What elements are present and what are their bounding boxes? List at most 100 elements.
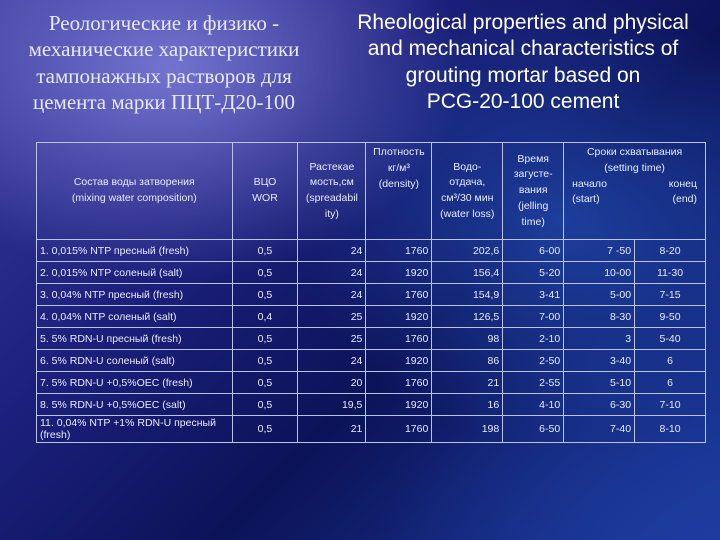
- cell-setting-end: 7-10: [634, 393, 706, 416]
- cell-spreadability: 21: [297, 415, 367, 443]
- cell-jelling-time: 6-00: [502, 239, 565, 262]
- cell-setting-end: 9-50: [634, 305, 706, 328]
- cell-wor: 0,5: [231, 327, 299, 350]
- cell-wor: 0,5: [231, 239, 299, 262]
- cell-water-loss: 16: [431, 393, 504, 416]
- cell-composition: 2. 0,015% NTP соленый (salt): [36, 261, 233, 284]
- cell-wor: 0,5: [231, 371, 299, 394]
- cell-composition: 8. 5% RDN-U +0,5%OEC (salt): [36, 393, 233, 416]
- cell-density: 1760: [365, 239, 433, 262]
- header-setting-time: Сроки схватывания (setting time) начало …: [563, 142, 706, 240]
- cell-jelling-time: 6-50: [502, 415, 565, 443]
- header-density: Плотность кг/м³ (density): [365, 142, 433, 240]
- header-jelling-time: Время загусте- вания (jelling time): [502, 142, 565, 240]
- title-english: Rheological properties and physical and …: [338, 10, 708, 115]
- table-row: 2. 0,015% NTP соленый (salt) 0,5 24 1920 156…: [36, 261, 706, 284]
- cell-setting-start: 5-00: [563, 283, 636, 306]
- cell-composition: 6. 5% RDN-U соленый (salt): [36, 349, 233, 372]
- cell-density: 1920: [365, 393, 433, 416]
- cell-jelling-time: 2-50: [502, 349, 565, 372]
- cell-setting-start: 10-00: [563, 261, 636, 284]
- table-row: 4. 0,04% NTP соленый (salt) 0,4 25 1920 126,…: [36, 305, 706, 328]
- cell-density: 1920: [365, 349, 433, 372]
- cell-density: 1760: [365, 415, 433, 443]
- cell-setting-start: 7 -50: [563, 239, 636, 262]
- properties-table: Состав воды затворения (mixing water com…: [36, 142, 706, 443]
- cell-spreadability: 25: [297, 327, 367, 350]
- cell-jelling-time: 2-55: [502, 371, 565, 394]
- title-ru-line: цемента марки ПЦТ-Д20-100: [32, 89, 296, 114]
- cell-setting-end: 11-30: [634, 261, 706, 284]
- table-row: 8. 5% RDN-U +0,5%OEC (salt) 0,5 19,5 1920 16…: [36, 393, 706, 416]
- cell-jelling-time: 3-41: [502, 283, 565, 306]
- cell-water-loss: 21: [431, 371, 504, 394]
- cell-density: 1760: [365, 283, 433, 306]
- cell-setting-start: 8-30: [563, 305, 636, 328]
- cell-spreadability: 24: [297, 283, 367, 306]
- cell-composition: 4. 0,04% NTP соленый (salt): [36, 305, 233, 328]
- title-en-line: and mechanical characteristics of: [367, 37, 679, 61]
- title-russian: Реологические и физико - механические ха…: [4, 10, 324, 115]
- title-en-line: PCG-20-100 cement: [426, 89, 620, 113]
- cell-spreadability: 24: [297, 239, 367, 262]
- header-setting-end: конец: [668, 177, 697, 190]
- title-en-line: grouting mortar based on: [405, 63, 641, 87]
- cell-water-loss: 98: [431, 327, 504, 350]
- cell-setting-end: 8-20: [634, 239, 706, 262]
- cell-wor: 0,5: [231, 261, 299, 284]
- cell-water-loss: 126,5: [431, 305, 504, 328]
- table-row: 3. 0,04% NTP пресный (fresh) 0,5 24 1760 154…: [36, 283, 706, 306]
- table-row: 11. 0,04% NTP +1% RDN-U пресный (fresh) 0…: [36, 415, 706, 443]
- title-ru-line: механические характеристики: [28, 37, 300, 62]
- cell-wor: 0,5: [231, 349, 299, 372]
- header-water-loss: Водо- отдача, см³/30 мин (water loss): [431, 142, 504, 240]
- table-row: 7. 5% RDN-U +0,5%OEC (fresh) 0,5 20 1760 21 2…: [36, 371, 706, 394]
- cell-jelling-time: 7-00: [502, 305, 565, 328]
- cell-water-loss: 156,4: [431, 261, 504, 284]
- cell-density: 1920: [365, 261, 433, 284]
- cell-setting-start: 7-40: [563, 415, 636, 443]
- cell-wor: 0,5: [231, 415, 299, 443]
- cell-spreadability: 19,5: [297, 393, 367, 416]
- cell-composition: 3. 0,04% NTP пресный (fresh): [36, 283, 233, 306]
- cell-water-loss: 202,6: [431, 239, 504, 262]
- cell-setting-start: 3: [563, 327, 636, 350]
- header-spreadability: Растекае мость,см (spreadabil ity): [297, 142, 367, 240]
- cell-jelling-time: 4-10: [502, 393, 565, 416]
- header-wor: ВЦО WOR: [231, 142, 299, 240]
- cell-setting-end: 5-40: [634, 327, 706, 350]
- cell-setting-end: 8-10: [634, 415, 706, 443]
- cell-water-loss: 86: [431, 349, 504, 372]
- cell-density: 1920: [365, 305, 433, 328]
- cell-composition: 11. 0,04% NTP +1% RDN-U пресный (fresh): [36, 415, 233, 443]
- cell-spreadability: 24: [297, 349, 367, 372]
- table-row: 5. 5% RDN-U пресный (fresh) 0,5 25 1760 98 2-…: [36, 327, 706, 350]
- cell-water-loss: 154,9: [431, 283, 504, 306]
- cell-density: 1760: [365, 371, 433, 394]
- cell-jelling-time: 5-20: [502, 261, 565, 284]
- table-row: 6. 5% RDN-U соленый (salt) 0,5 24 1920 86 2-5…: [36, 349, 706, 372]
- cell-setting-start: 6-30: [563, 393, 636, 416]
- cell-setting-end: 7-15: [634, 283, 706, 306]
- cell-setting-end: 6: [634, 371, 706, 394]
- cell-wor: 0,4: [231, 305, 299, 328]
- cell-density: 1760: [365, 327, 433, 350]
- cell-spreadability: 20: [297, 371, 367, 394]
- cell-setting-end: 6: [634, 349, 706, 372]
- cell-composition: 7. 5% RDN-U +0,5%OEC (fresh): [36, 371, 233, 394]
- cell-wor: 0,5: [231, 393, 299, 416]
- table-header-row: Состав воды затворения (mixing water com…: [36, 142, 706, 240]
- header-composition: Состав воды затворения (mixing water com…: [36, 142, 233, 240]
- cell-spreadability: 25: [297, 305, 367, 328]
- title-en-line: Rheological properties and physical: [357, 11, 689, 34]
- title-ru-line: тампонажных растворов для: [36, 63, 292, 88]
- cell-setting-start: 5-10: [563, 371, 636, 394]
- header-setting-start: начало: [572, 177, 607, 190]
- cell-jelling-time: 2-10: [502, 327, 565, 350]
- cell-composition: 1. 0,015% NTP пресный (fresh): [36, 239, 233, 262]
- cell-composition: 5. 5% RDN-U пресный (fresh): [36, 327, 233, 350]
- cell-spreadability: 24: [297, 261, 367, 284]
- cell-water-loss: 198: [431, 415, 504, 443]
- table-row: 1. 0,015% NTP пресный (fresh) 0,5 24 1760 20…: [36, 239, 706, 262]
- cell-wor: 0,5: [231, 283, 299, 306]
